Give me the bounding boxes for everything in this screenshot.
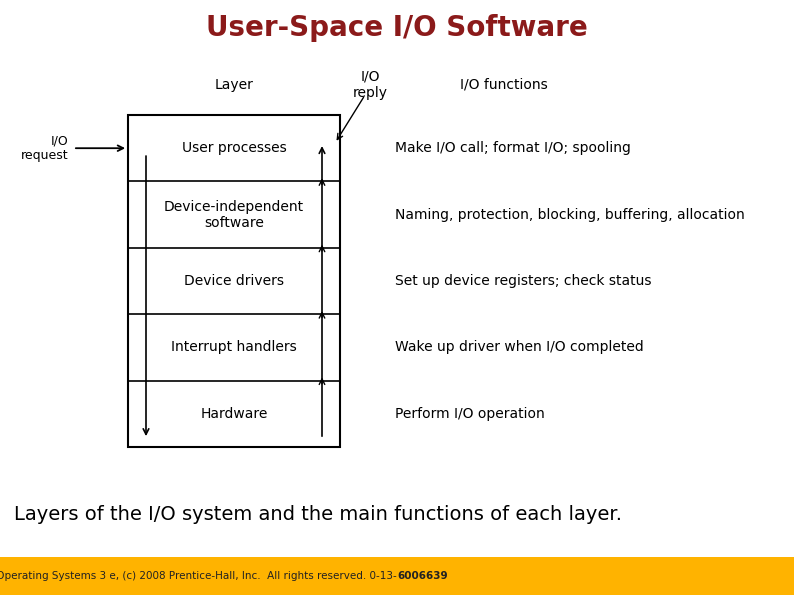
Text: 6006639: 6006639	[397, 571, 448, 581]
Text: Naming, protection, blocking, buffering, allocation: Naming, protection, blocking, buffering,…	[395, 208, 745, 221]
Text: I/O
request: I/O request	[21, 134, 68, 162]
Text: Perform I/O operation: Perform I/O operation	[395, 407, 545, 421]
Text: Interrupt handlers: Interrupt handlers	[172, 340, 297, 355]
Text: User processes: User processes	[182, 141, 287, 155]
Text: Set up device registers; check status: Set up device registers; check status	[395, 274, 652, 288]
Text: Device-independent
software: Device-independent software	[164, 199, 304, 230]
Text: Layers of the I/O system and the main functions of each layer.: Layers of the I/O system and the main fu…	[14, 506, 622, 525]
Text: Wake up driver when I/O completed: Wake up driver when I/O completed	[395, 340, 644, 355]
Text: User-Space I/O Software: User-Space I/O Software	[206, 14, 588, 42]
Text: Make I/O call; format I/O; spooling: Make I/O call; format I/O; spooling	[395, 141, 631, 155]
Text: Layer: Layer	[214, 78, 253, 92]
Bar	[128, 115, 340, 447]
Text: I/O functions: I/O functions	[460, 78, 548, 92]
Text: Hardware: Hardware	[200, 407, 268, 421]
Text: Tanenbaum, Modern Operating Systems 3 e, (c) 2008 Prentice-Hall, Inc.  All right: Tanenbaum, Modern Operating Systems 3 e,…	[0, 571, 397, 581]
Text: Device drivers: Device drivers	[184, 274, 284, 288]
Bar	[0, 557, 794, 595]
Text: I/O
reply: I/O reply	[353, 70, 387, 100]
